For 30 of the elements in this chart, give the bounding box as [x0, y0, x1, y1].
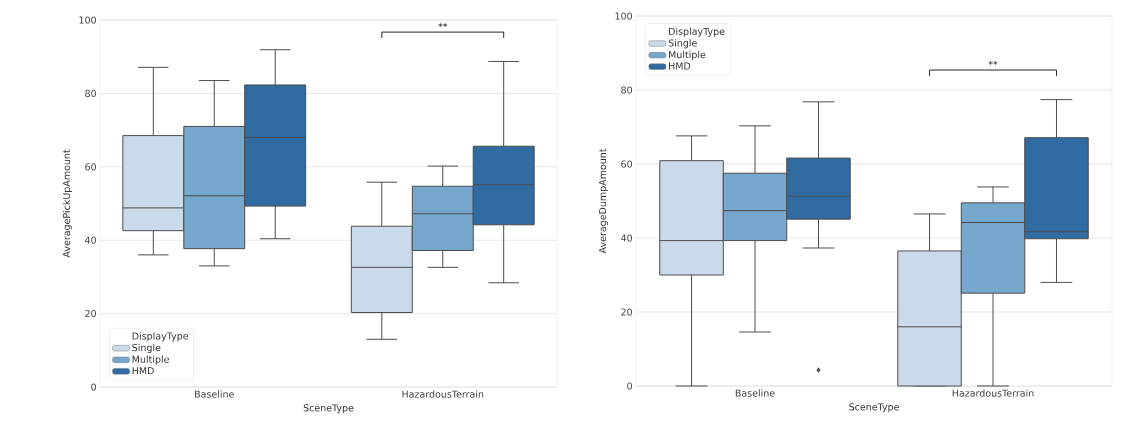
- y-tick-label: 0: [627, 382, 632, 390]
- y-tick-label: 60: [621, 160, 632, 168]
- legend-label: Single: [668, 39, 697, 49]
- x-axis-title: SceneType: [849, 403, 899, 413]
- legend-label: Multiple: [669, 50, 706, 61]
- y-tick-label: 80: [85, 89, 96, 97]
- y-tick-label: 80: [621, 86, 632, 94]
- legend-label: HMD: [669, 62, 691, 70]
- y-tick-label: 40: [85, 236, 96, 244]
- annotation: **: [988, 60, 998, 66]
- legend-title: DisplayType: [132, 332, 189, 342]
- y-tick-label: 20: [85, 310, 96, 318]
- y-tick-label: 100: [615, 12, 632, 20]
- x-tick-label: Baseline: [195, 390, 234, 398]
- y-axis-title: AveragePickUpAmount: [62, 149, 72, 258]
- x-tick-label: HazardousTerrain: [402, 390, 484, 398]
- x-tick-label: HazardousTerrain: [952, 389, 1034, 397]
- legend-label: Multiple: [132, 355, 169, 365]
- y-tick-label: 0: [91, 383, 96, 391]
- legend-label: HMD: [132, 367, 154, 375]
- legend-label: Single: [132, 343, 161, 354]
- x-axis-title: SceneType: [303, 404, 354, 414]
- y-tick-label: 20: [621, 308, 632, 316]
- y-tick-label: 40: [621, 234, 632, 242]
- y-axis-title: AverageDumpAmount: [599, 148, 608, 254]
- y-tick-label: 100: [79, 16, 96, 24]
- y-tick-label: 60: [85, 163, 96, 171]
- x-tick-label: Baseline: [735, 389, 775, 397]
- legend-title: DisplayType: [669, 27, 725, 37]
- annotation: **: [438, 22, 448, 28]
